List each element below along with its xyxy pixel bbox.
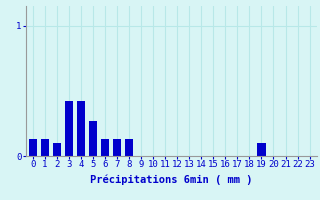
Bar <box>77 101 85 156</box>
Bar <box>65 101 73 156</box>
Bar <box>53 143 61 156</box>
Bar <box>28 139 37 156</box>
Bar <box>113 139 121 156</box>
Bar <box>89 121 97 156</box>
Bar <box>101 139 109 156</box>
Bar <box>41 139 49 156</box>
X-axis label: Précipitations 6min ( mm ): Précipitations 6min ( mm ) <box>90 175 252 185</box>
Bar <box>257 143 266 156</box>
Bar <box>125 139 133 156</box>
